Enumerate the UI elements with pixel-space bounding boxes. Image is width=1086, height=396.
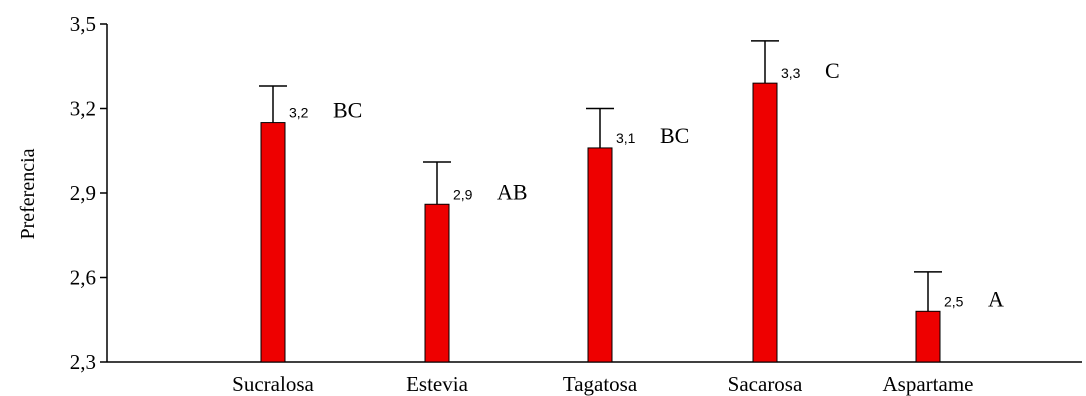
category-label: Tagatosa (563, 372, 638, 396)
value-label: 3,1 (616, 130, 636, 146)
bar (752, 82, 778, 363)
bar (915, 310, 941, 363)
category-label: Sucralosa (232, 372, 314, 396)
category-label: Sacarosa (728, 372, 803, 396)
labels: 3,2 BC Sucralosa 2,9 AB Estevia 3,1 BC Tagatosa 3… (232, 58, 1004, 396)
group-label: AB (497, 179, 528, 204)
group-label: C (825, 58, 840, 83)
y-tick-label: 2,3 (70, 350, 96, 374)
bar (587, 147, 613, 363)
y-axis-title: Preferencia (17, 148, 39, 239)
value-label: 3,3 (781, 65, 801, 81)
value-label: 3,2 (289, 105, 309, 121)
y-tick-label: 2,6 (70, 266, 96, 290)
y-tick-label: 3,5 (70, 12, 96, 36)
group-label: A (988, 286, 1004, 311)
group-label: BC (660, 123, 689, 148)
value-label: 2,9 (453, 186, 473, 202)
bar (424, 203, 450, 363)
bar (260, 122, 286, 363)
bars (259, 40, 942, 363)
value-label: 2,5 (944, 293, 964, 309)
category-label: Aspartame (883, 372, 974, 396)
group-label: BC (333, 98, 362, 123)
category-label: Estevia (406, 372, 468, 396)
y-tick-label: 2,9 (70, 181, 96, 205)
y-tick-label: 3,2 (70, 97, 96, 121)
